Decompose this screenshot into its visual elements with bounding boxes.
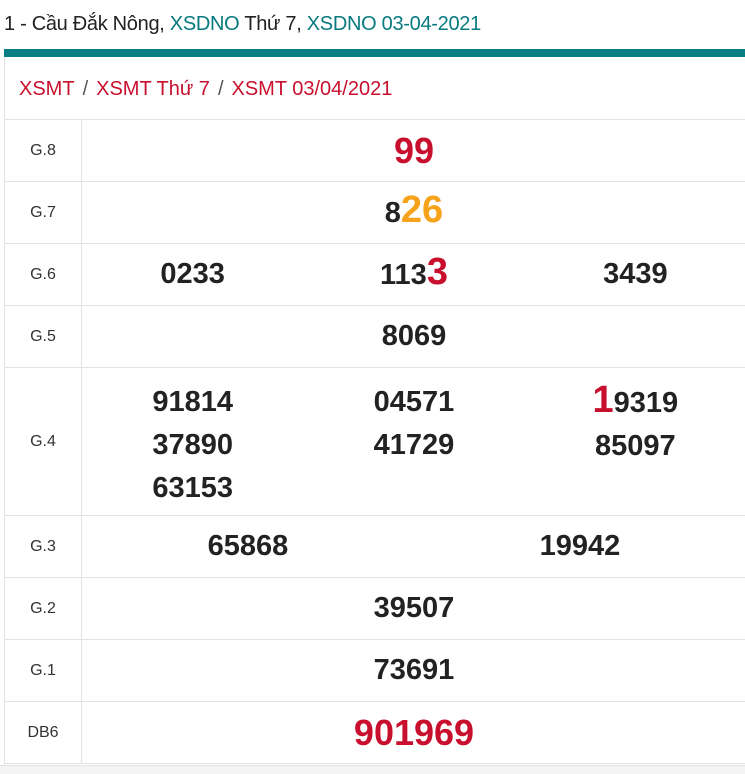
prize-values: 73691 bbox=[81, 639, 745, 702]
prize-label: G.3 bbox=[5, 515, 82, 578]
prize-number: 826 bbox=[82, 191, 745, 235]
prize-column: 1133 bbox=[303, 253, 524, 297]
footer-strip bbox=[0, 765, 745, 774]
prize-row-g2: G.2 39507 bbox=[5, 577, 745, 640]
prize-label: G.7 bbox=[5, 181, 82, 244]
breadcrumb: XSMT / XSMT Thứ 7 / XSMT 03/04/2021 bbox=[19, 77, 392, 101]
prize-values: 0233 1133 3439 bbox=[81, 243, 745, 306]
number-digits: 04571 bbox=[373, 386, 455, 418]
prize-column: 19319 85097 bbox=[525, 373, 745, 468]
prize-row-db6: DB6 901969 bbox=[5, 701, 745, 764]
number-digits: 41729 bbox=[373, 429, 455, 461]
number-digits: 73691 bbox=[373, 654, 455, 686]
prize-values: 65868 19942 bbox=[81, 515, 745, 578]
prize-row-g5: G.5 8069 bbox=[5, 305, 745, 368]
number-digits: 8069 bbox=[381, 320, 447, 352]
breadcrumb-separator: / bbox=[82, 78, 89, 100]
prize-label: G.2 bbox=[5, 577, 82, 640]
accent-bar bbox=[4, 49, 745, 57]
prize-column: 04571 41729 bbox=[303, 373, 524, 467]
number-digits: 19942 bbox=[539, 530, 621, 562]
page-title: 1 - Cầu Đắk Nông, XSDNO Thứ 7, XSDNO 03-… bbox=[4, 13, 481, 36]
prize-number: 04571 bbox=[303, 381, 524, 424]
prize-number: 8069 bbox=[82, 315, 745, 358]
breadcrumb-separator: / bbox=[217, 78, 224, 100]
prize-values: 91814 37890 63153 04571 41729 19319 85097 bbox=[81, 367, 745, 516]
number-digits: 91814 bbox=[152, 386, 233, 418]
prize-label: G.4 bbox=[5, 367, 82, 516]
number-digits: 1 bbox=[592, 379, 614, 421]
prize-label: G.6 bbox=[5, 243, 82, 306]
prize-row-g8: G.8 99 bbox=[5, 119, 745, 182]
results-card: XSMT / XSMT Thứ 7 / XSMT 03/04/2021 G.8 99 G.7… bbox=[4, 57, 745, 774]
prize-values: 8069 bbox=[81, 305, 745, 368]
prize-row-g4: G.4 91814 37890 63153 04571 41729 19319 85097 bbox=[5, 367, 745, 516]
prize-column: 39507 bbox=[82, 587, 745, 630]
prize-values: 39507 bbox=[81, 577, 745, 640]
number-digits: 85097 bbox=[594, 430, 676, 462]
number-digits: 901969 bbox=[353, 712, 475, 753]
prize-values: 99 bbox=[81, 119, 745, 182]
prize-number: 3439 bbox=[525, 253, 745, 296]
prize-label: G.8 bbox=[5, 119, 82, 182]
number-digits: 3 bbox=[426, 250, 448, 293]
prize-number: 39507 bbox=[82, 587, 745, 630]
prize-column: 99 bbox=[82, 129, 745, 172]
xsdno-link[interactable]: XSDNO bbox=[169, 13, 240, 35]
number-digits: 63153 bbox=[152, 472, 233, 504]
number-digits: 8 bbox=[384, 196, 401, 229]
prize-column: 73691 bbox=[82, 649, 745, 692]
number-digits: 37890 bbox=[152, 429, 233, 461]
prize-column: 65868 bbox=[82, 525, 414, 568]
prize-number: 85097 bbox=[525, 425, 745, 468]
prize-label: G.5 bbox=[5, 305, 82, 368]
prize-number: 19942 bbox=[414, 525, 745, 568]
number-digits: 99 bbox=[393, 130, 435, 171]
breadcrumb-xsmt[interactable]: XSMT bbox=[19, 78, 75, 100]
prize-number: 65868 bbox=[82, 525, 414, 568]
prize-values: 901969 bbox=[81, 701, 745, 764]
prize-row-g7: G.7 826 bbox=[5, 181, 745, 244]
breadcrumb-xsmt-thu7[interactable]: XSMT Thứ 7 bbox=[96, 78, 210, 100]
prize-number: 73691 bbox=[82, 649, 745, 692]
prize-row-g1: G.1 73691 bbox=[5, 639, 745, 702]
prize-number: 63153 bbox=[82, 467, 303, 510]
number-digits: 113 bbox=[380, 258, 427, 291]
xsdno-date-link[interactable]: XSDNO 03-04-2021 bbox=[306, 13, 481, 35]
prize-column: 3439 bbox=[525, 253, 745, 296]
prize-number: 901969 bbox=[82, 711, 745, 754]
prize-row-g3: G.3 65868 19942 bbox=[5, 515, 745, 578]
prize-column: 826 bbox=[82, 191, 745, 235]
title-mid: Thứ 7, bbox=[239, 13, 307, 35]
number-digits: 0233 bbox=[160, 258, 225, 290]
number-digits: 39507 bbox=[373, 592, 455, 624]
prize-number: 37890 bbox=[82, 424, 303, 467]
prize-column: 91814 37890 63153 bbox=[82, 373, 303, 510]
title-prefix: 1 - Cầu Đắk Nông, bbox=[4, 13, 170, 35]
results-table: G.8 99 G.7 826 G.6 0233 1133 3439 G.5 8069 G.4 9181… bbox=[5, 119, 745, 764]
number-digits: 3439 bbox=[603, 258, 668, 290]
prize-number: 41729 bbox=[303, 424, 524, 467]
prize-values: 826 bbox=[81, 181, 745, 244]
prize-column: 0233 bbox=[82, 253, 303, 296]
prize-number: 1133 bbox=[303, 253, 524, 297]
prize-number: 19319 bbox=[525, 381, 745, 425]
prize-label: G.1 bbox=[5, 639, 82, 702]
number-digits: 26 bbox=[400, 188, 444, 231]
prize-number: 99 bbox=[82, 129, 745, 172]
prize-column: 901969 bbox=[82, 711, 745, 754]
prize-column: 8069 bbox=[82, 315, 745, 358]
prize-row-g6: G.6 0233 1133 3439 bbox=[5, 243, 745, 306]
prize-number: 91814 bbox=[82, 381, 303, 424]
number-digits: 65868 bbox=[207, 530, 289, 562]
prize-number: 0233 bbox=[82, 253, 303, 296]
number-digits: 9319 bbox=[613, 387, 679, 419]
breadcrumb-xsmt-date[interactable]: XSMT 03/04/2021 bbox=[231, 78, 393, 100]
prize-column: 19942 bbox=[414, 525, 745, 568]
prize-label: DB6 bbox=[5, 701, 82, 764]
